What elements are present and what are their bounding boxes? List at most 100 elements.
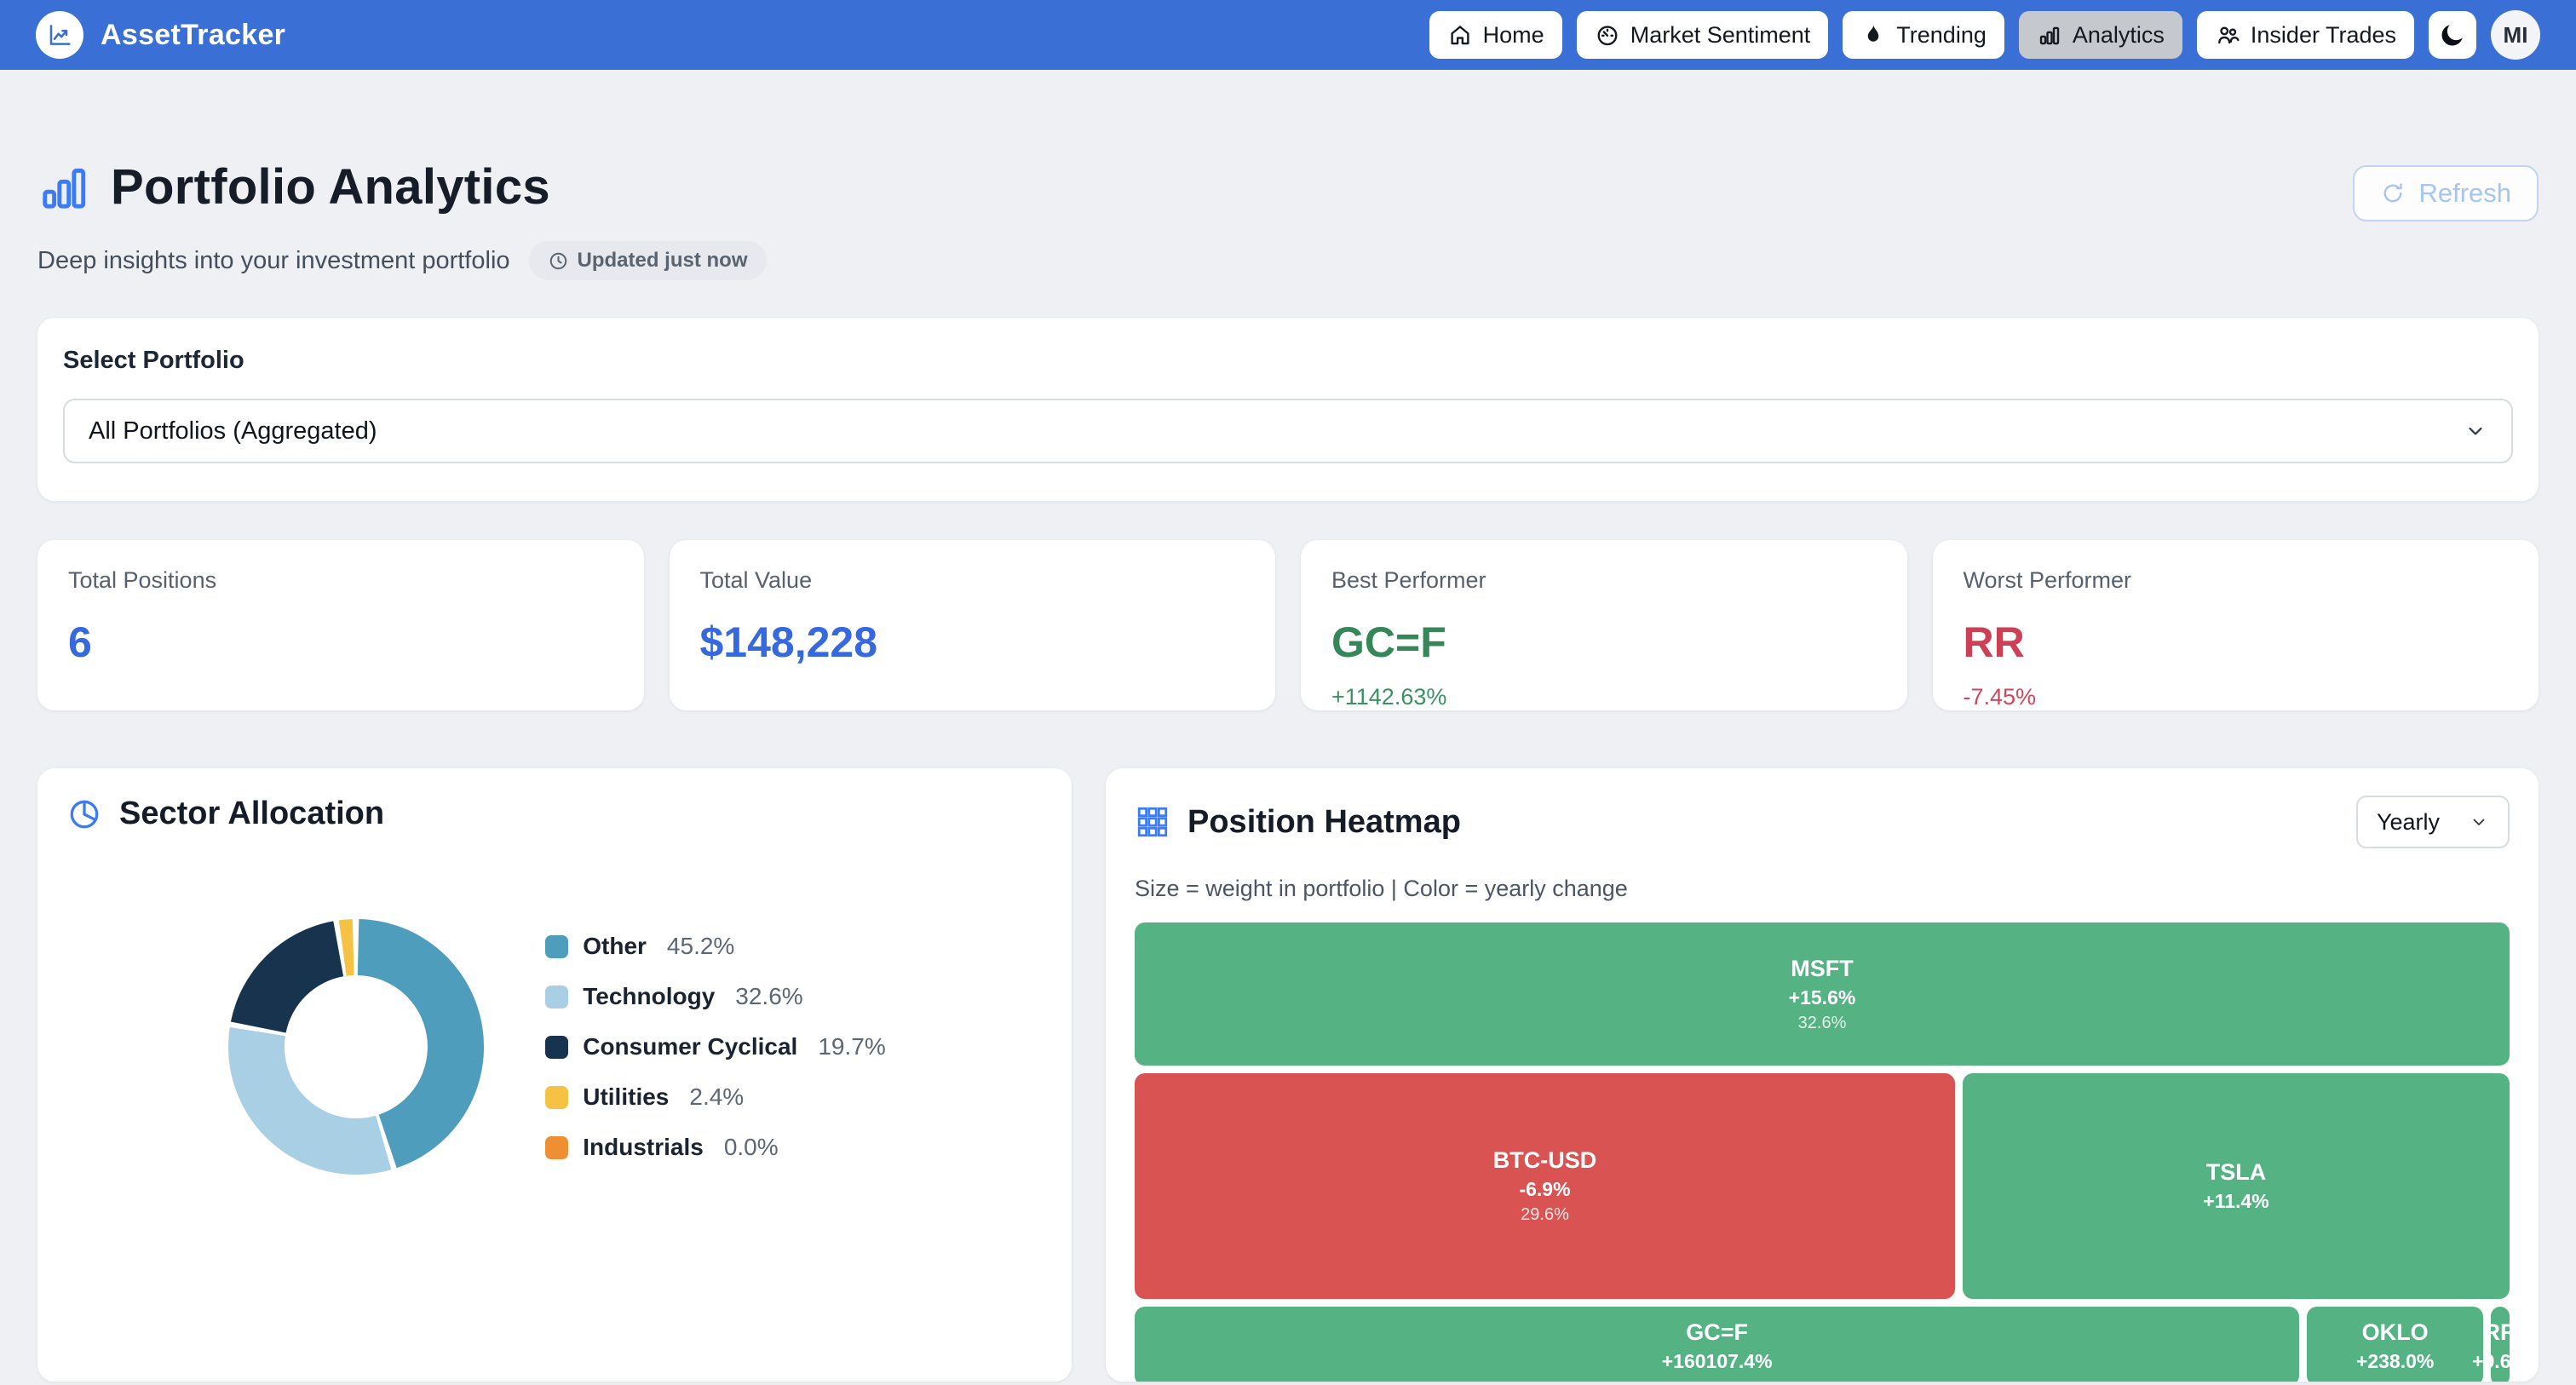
nav-item-label: Home — [1482, 21, 1544, 48]
legend-swatch — [545, 985, 569, 1009]
legend-value: 0.0% — [723, 1134, 779, 1160]
tile-ticker: MSFT — [1791, 955, 1854, 981]
treemap-row: BTC-USD -6.9% 29.6% TSLA +11.4% — [1135, 1073, 2510, 1299]
position-heatmap-title: Position Heatmap — [1187, 803, 1461, 840]
legend-swatch — [545, 1035, 569, 1059]
avatar-initials: MI — [2503, 21, 2528, 48]
nav-item-insider-trades[interactable]: Insider Trades — [2196, 11, 2414, 59]
portfolio-select-value: All Portfolios (Aggregated) — [89, 417, 377, 445]
stat-label: Total Positions — [68, 567, 217, 593]
heatmap-tile-tsla[interactable]: TSLA +11.4% — [1963, 1073, 2510, 1299]
period-select[interactable]: Yearly — [2355, 796, 2510, 848]
portfolio-bars-icon — [37, 161, 90, 214]
nav-item-trending[interactable]: Trending — [1843, 11, 2004, 59]
legend-name: Utilities — [583, 1083, 670, 1110]
portfolio-selector-card: Select Portfolio All Portfolios (Aggrega… — [37, 318, 2539, 501]
stat-label: Worst Performer — [1963, 567, 2132, 593]
legend-value: 32.6% — [735, 983, 803, 1009]
donut-slice-utilities[interactable] — [339, 919, 354, 976]
navbar: AssetTracker Home Market Sentiment Trendin… — [0, 0, 2576, 70]
home-icon — [1447, 22, 1473, 48]
stat-change: -7.45% — [1963, 684, 2037, 710]
heatmap-tile-btc-usd[interactable]: BTC-USD -6.9% 29.6% — [1135, 1073, 1955, 1299]
donut-slice-consumer-cyclical[interactable] — [231, 921, 344, 1033]
period-select-value: Yearly — [2376, 808, 2440, 835]
legend-value: 19.7% — [818, 1033, 886, 1060]
sector-legend: Other 45.2% Technology 32.6% Consumer Cyclic… — [545, 933, 886, 1161]
refresh-button-label: Refresh — [2418, 178, 2511, 208]
tile-ticker: RR — [2483, 1319, 2510, 1345]
donut-slice-technology[interactable] — [228, 1027, 392, 1175]
bottom-row: Sector Allocation Other 45.2% Technology 32… — [37, 768, 2539, 1382]
avatar[interactable]: MI — [2491, 10, 2540, 60]
legend-item-industrials: Industrials 0.0% — [545, 1134, 886, 1161]
stat-card-total-value: Total Value $148,228 — [669, 540, 1275, 710]
sector-allocation-panel: Sector Allocation Other 45.2% Technology 32… — [37, 768, 1072, 1382]
moon-icon — [2439, 21, 2466, 49]
chevron-down-icon — [2469, 812, 2489, 832]
flame-icon — [1860, 22, 1886, 48]
donut-slice-other[interactable] — [358, 919, 485, 1169]
chevron-down-icon — [2464, 419, 2487, 443]
page-header: Portfolio Analytics Deep insights into y… — [37, 70, 2539, 280]
tile-change: +160107.4% — [1661, 1350, 1773, 1372]
theme-toggle-button[interactable] — [2429, 11, 2476, 59]
people-icon — [2215, 22, 2240, 48]
heatmap-tile-msft[interactable]: MSFT +15.6% 32.6% — [1135, 922, 2510, 1066]
tile-weight: 29.6% — [1521, 1205, 1569, 1224]
brand-name: AssetTracker — [101, 18, 286, 51]
gauge-icon — [1595, 22, 1620, 48]
refresh-icon — [2380, 181, 2406, 206]
clock-icon — [548, 250, 569, 272]
heatmap-tile-rr[interactable]: RR +9.6% — [2472, 1307, 2510, 1382]
stat-value: $148,228 — [699, 618, 878, 666]
tile-change: +11.4% — [2203, 1190, 2269, 1212]
heatmap-caption: Size = weight in portfolio | Color = yea… — [1135, 876, 1628, 901]
legend-name: Industrials — [583, 1134, 704, 1160]
nav-item-home[interactable]: Home — [1429, 11, 1562, 59]
legend-value: 2.4% — [689, 1083, 745, 1110]
stat-value: RR — [1963, 618, 2025, 666]
nav-items: Home Market Sentiment Trending Analytics Ins… — [1429, 11, 2414, 59]
stat-change: +1142.63% — [1331, 684, 1447, 710]
legend-name: Consumer Cyclical — [583, 1033, 798, 1060]
grid-icon — [1135, 804, 1170, 840]
treemap-row: MSFT +15.6% 32.6% — [1135, 922, 2510, 1066]
navbar-actions: Home Market Sentiment Trending Analytics Ins… — [1429, 10, 2540, 60]
main-content: Portfolio Analytics Deep insights into y… — [0, 70, 2576, 1382]
logo — [36, 11, 83, 59]
treemap-row: GC=F +160107.4% OKLO +238.0% RR +9.6% — [1135, 1307, 2510, 1382]
tile-change: -6.9% — [1519, 1178, 1571, 1200]
nav-item-market-sentiment[interactable]: Market Sentiment — [1576, 11, 1829, 59]
stat-card-total-positions: Total Positions 6 — [37, 540, 644, 710]
legend-name: Other — [583, 933, 647, 959]
page-subtitle: Deep insights into your investment portf… — [37, 246, 510, 274]
legend-item-utilities: Utilities 2.4% — [545, 1083, 886, 1111]
nav-item-label: Insider Trades — [2250, 21, 2396, 48]
tile-change: +15.6% — [1788, 986, 1856, 1009]
stat-card-best-performer: Best Performer GC=F +1142.63% — [1301, 540, 1907, 710]
legend-swatch — [545, 934, 569, 958]
portfolio-select[interactable]: All Portfolios (Aggregated) — [63, 399, 2513, 463]
nav-item-label: Analytics — [2072, 21, 2165, 48]
legend-item-consumer-cyclical: Consumer Cyclical 19.7% — [545, 1033, 886, 1060]
brand: AssetTracker — [36, 11, 285, 59]
refresh-button[interactable]: Refresh — [2353, 165, 2539, 221]
sector-donut-chart — [228, 919, 485, 1175]
heatmap-tile-gc-f[interactable]: GC=F +160107.4% — [1135, 1307, 2300, 1382]
sector-allocation-title: Sector Allocation — [119, 796, 385, 831]
tile-ticker: OKLO — [2361, 1319, 2429, 1345]
heatmap-tile-oklo[interactable]: OKLO +238.0% — [2307, 1307, 2483, 1382]
tile-change: +238.0% — [2355, 1350, 2435, 1372]
legend-name: Technology — [583, 983, 716, 1009]
stat-label: Best Performer — [1331, 567, 1486, 593]
title-block: Portfolio Analytics Deep insights into y… — [37, 158, 767, 280]
legend-item-technology: Technology 32.6% — [545, 983, 886, 1010]
page-title: Portfolio Analytics — [111, 159, 550, 215]
nav-item-analytics[interactable]: Analytics — [2018, 11, 2182, 59]
stat-card-worst-performer: Worst Performer RR -7.45% — [1932, 540, 2539, 710]
treemap: MSFT +15.6% 32.6% BTC-USD -6.9% 29.6% TSLA +11.… — [1135, 922, 2510, 1382]
stats-row: Total Positions 6 Total Value $148,228 Best … — [37, 540, 2539, 710]
nav-item-label: Market Sentiment — [1630, 21, 1811, 48]
legend-swatch — [545, 1135, 569, 1159]
